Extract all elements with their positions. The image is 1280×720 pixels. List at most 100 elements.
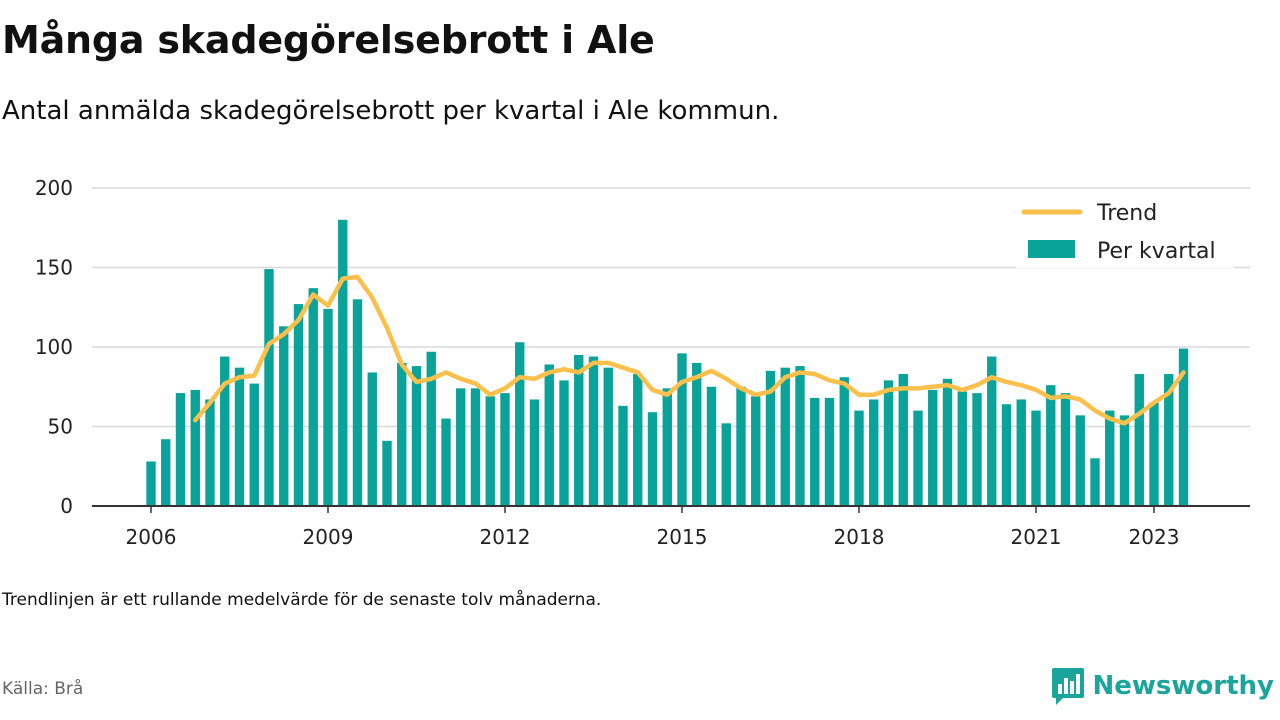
trend-line-layer (193, 274, 1186, 426)
bar (146, 461, 156, 506)
bar (810, 397, 820, 506)
bar (338, 219, 348, 507)
bar (1060, 393, 1071, 506)
bar (308, 288, 318, 506)
bar (411, 366, 422, 506)
bar (677, 353, 687, 506)
bar (205, 399, 215, 506)
x-tick-label: 2009 (303, 525, 354, 549)
bar (220, 356, 230, 506)
legend-trend-label: Trend (1096, 201, 1157, 226)
bar (618, 405, 628, 506)
bar (323, 308, 333, 506)
bar (249, 383, 259, 506)
bar (574, 354, 584, 506)
bar (883, 380, 894, 506)
bar (780, 367, 790, 506)
bar (544, 364, 554, 506)
bars-per-kvartal (146, 219, 1189, 507)
x-tick-label: 2021 (1011, 525, 1062, 549)
bar (234, 367, 245, 506)
bar (456, 388, 466, 506)
bar (293, 304, 304, 506)
bar (824, 397, 835, 506)
x-tick-label: 2006 (126, 525, 177, 549)
bar (264, 269, 274, 506)
bar (839, 377, 849, 506)
legend-bar-label: Per kvartal (1097, 239, 1216, 264)
y-tick-label: 150 (35, 256, 73, 280)
bar (161, 439, 171, 506)
bar (706, 386, 717, 506)
bar (1090, 458, 1100, 506)
bar (588, 356, 599, 506)
bar (515, 342, 525, 506)
x-axis-tick-labels: 2006 2009 2012 2015 2018 2021 2023 (126, 525, 1180, 549)
bar (972, 393, 982, 506)
bar (721, 423, 731, 506)
bar (692, 362, 702, 506)
chart: 0 50 100 150 200 2006 2009 2012 2015 2018 2021 202… (35, 176, 1250, 549)
x-tick-label: 2018 (834, 525, 885, 549)
bar (441, 418, 451, 506)
bar (765, 370, 776, 506)
bar (869, 399, 879, 506)
brand-name: Newsworthy (1092, 671, 1274, 701)
bar (1134, 374, 1144, 506)
bar (1149, 402, 1159, 506)
x-tick-label: 2012 (480, 525, 531, 549)
bar (854, 410, 864, 506)
bar (1164, 374, 1174, 506)
bar (1105, 410, 1115, 506)
bar (1001, 404, 1012, 506)
bar (957, 391, 967, 506)
bar (1046, 385, 1056, 506)
legend-bar-swatch (1028, 240, 1075, 258)
bar (898, 374, 908, 506)
bar (913, 410, 923, 506)
trend-note: Trendlinjen är ett rullande medelvärde f… (2, 590, 602, 610)
bar (485, 396, 495, 506)
bar (529, 399, 540, 506)
bar (500, 393, 510, 506)
chart-title: Många skadegörelsebrott i Ale (2, 18, 655, 62)
y-tick-label: 50 (48, 415, 73, 439)
y-tick-label: 200 (35, 176, 73, 200)
bar (382, 440, 392, 506)
x-tick-label: 2023 (1129, 525, 1180, 549)
bar (662, 388, 672, 506)
bar (736, 386, 746, 506)
bar (426, 351, 436, 506)
bar (987, 356, 997, 506)
bar (647, 412, 658, 506)
bar (633, 374, 643, 506)
legend: Trend Per kvartal (1016, 190, 1234, 268)
bar (928, 389, 938, 506)
bar (175, 393, 186, 506)
source-text: Källa: Brå (2, 679, 84, 699)
newsworthy-chart-logo-icon (1051, 668, 1084, 705)
bar (942, 378, 953, 506)
bar (190, 389, 200, 506)
y-tick-label: 0 (60, 494, 73, 518)
bar (470, 388, 481, 506)
bar (367, 372, 377, 506)
y-tick-label: 100 (35, 335, 73, 359)
bar (397, 362, 407, 506)
bar (559, 380, 569, 506)
bar (279, 326, 289, 506)
chart-subtitle: Antal anmälda skadegörelsebrott per kvar… (2, 96, 780, 126)
newsworthy-logo[interactable]: Newsworthy (1051, 664, 1274, 708)
bar (1075, 415, 1085, 506)
y-axis-tick-labels: 0 50 100 150 200 (35, 176, 73, 518)
bar (352, 299, 363, 506)
x-axis (92, 505, 1250, 513)
bar (795, 366, 805, 506)
bar (603, 367, 613, 506)
trend-line (193, 274, 1186, 426)
bar (1031, 410, 1041, 506)
bar (1178, 348, 1189, 506)
x-tick-label: 2015 (657, 525, 708, 549)
bar (1119, 415, 1130, 506)
bar (1016, 399, 1026, 506)
